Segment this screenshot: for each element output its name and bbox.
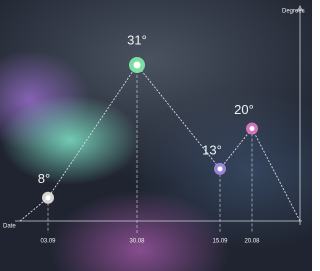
y-axis-label: Degrees xyxy=(282,9,305,15)
point xyxy=(134,61,141,68)
x-tick-label: 15.09 xyxy=(212,239,228,245)
point xyxy=(250,126,255,131)
value-label: 8° xyxy=(38,171,50,186)
value-label: 31° xyxy=(127,32,147,47)
screenshot: Degrees Date 8° 03.09 31° 30.08 13° 15.09 20° 2… xyxy=(0,0,312,271)
x-tick-label: 30.08 xyxy=(129,239,145,245)
x-tick-label: 20.08 xyxy=(244,239,260,245)
value-label: 13° xyxy=(202,142,222,157)
value-label: 20° xyxy=(234,102,254,117)
line-path xyxy=(20,65,300,221)
point xyxy=(46,195,51,200)
point xyxy=(218,166,223,171)
chart: Degrees Date 8° 03.09 31° 30.08 13° 15.09 20° 2… xyxy=(0,0,312,271)
x-axis-label: Date xyxy=(3,224,16,230)
x-tick-label: 03.09 xyxy=(40,239,56,245)
